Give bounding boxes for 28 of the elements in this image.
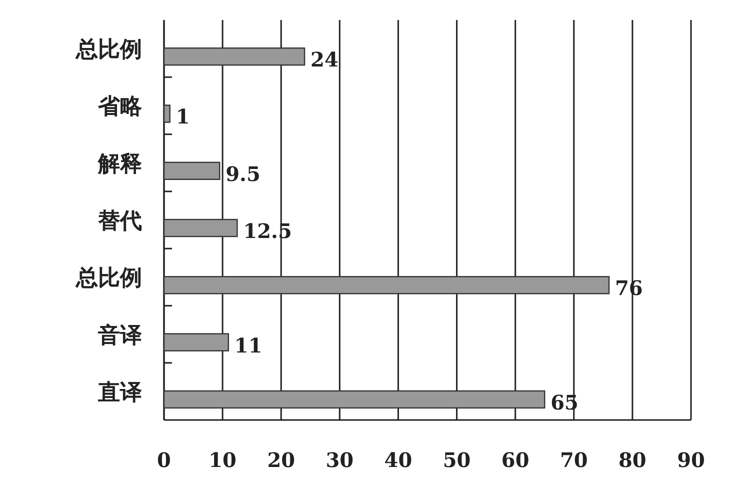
bar <box>163 104 170 123</box>
y-tick-label: 直译 <box>97 379 142 406</box>
x-tick-label: 0 <box>157 448 171 472</box>
x-tick-label: 20 <box>267 448 296 472</box>
bar <box>163 47 306 66</box>
x-tick-label: 60 <box>501 448 530 472</box>
data-label: 1 <box>176 104 190 129</box>
x-tick-label: 10 <box>208 448 236 472</box>
bar <box>163 390 546 409</box>
data-label: 11 <box>234 333 262 358</box>
bar <box>163 276 610 294</box>
bar <box>163 162 220 180</box>
data-label: 24 <box>310 48 338 72</box>
bar <box>163 218 238 238</box>
y-tick-label: 总比例 <box>75 265 142 292</box>
x-tick-label: 50 <box>442 448 471 472</box>
bar <box>163 333 230 352</box>
y-tick-label: 音译 <box>97 322 142 348</box>
y-tick-label: 总比例 <box>75 36 142 63</box>
x-tick-label: 90 <box>677 448 705 472</box>
y-tick-label: 省略 <box>97 94 143 120</box>
data-label: 9.5 <box>226 162 260 186</box>
x-tick-label: 40 <box>384 448 412 472</box>
x-tick-label: 70 <box>560 448 588 472</box>
x-tick-label: 80 <box>618 448 646 472</box>
x-tick-label: 30 <box>326 448 354 472</box>
y-tick-label: 替代 <box>97 208 142 234</box>
y-tick-label: 解释 <box>97 150 142 177</box>
